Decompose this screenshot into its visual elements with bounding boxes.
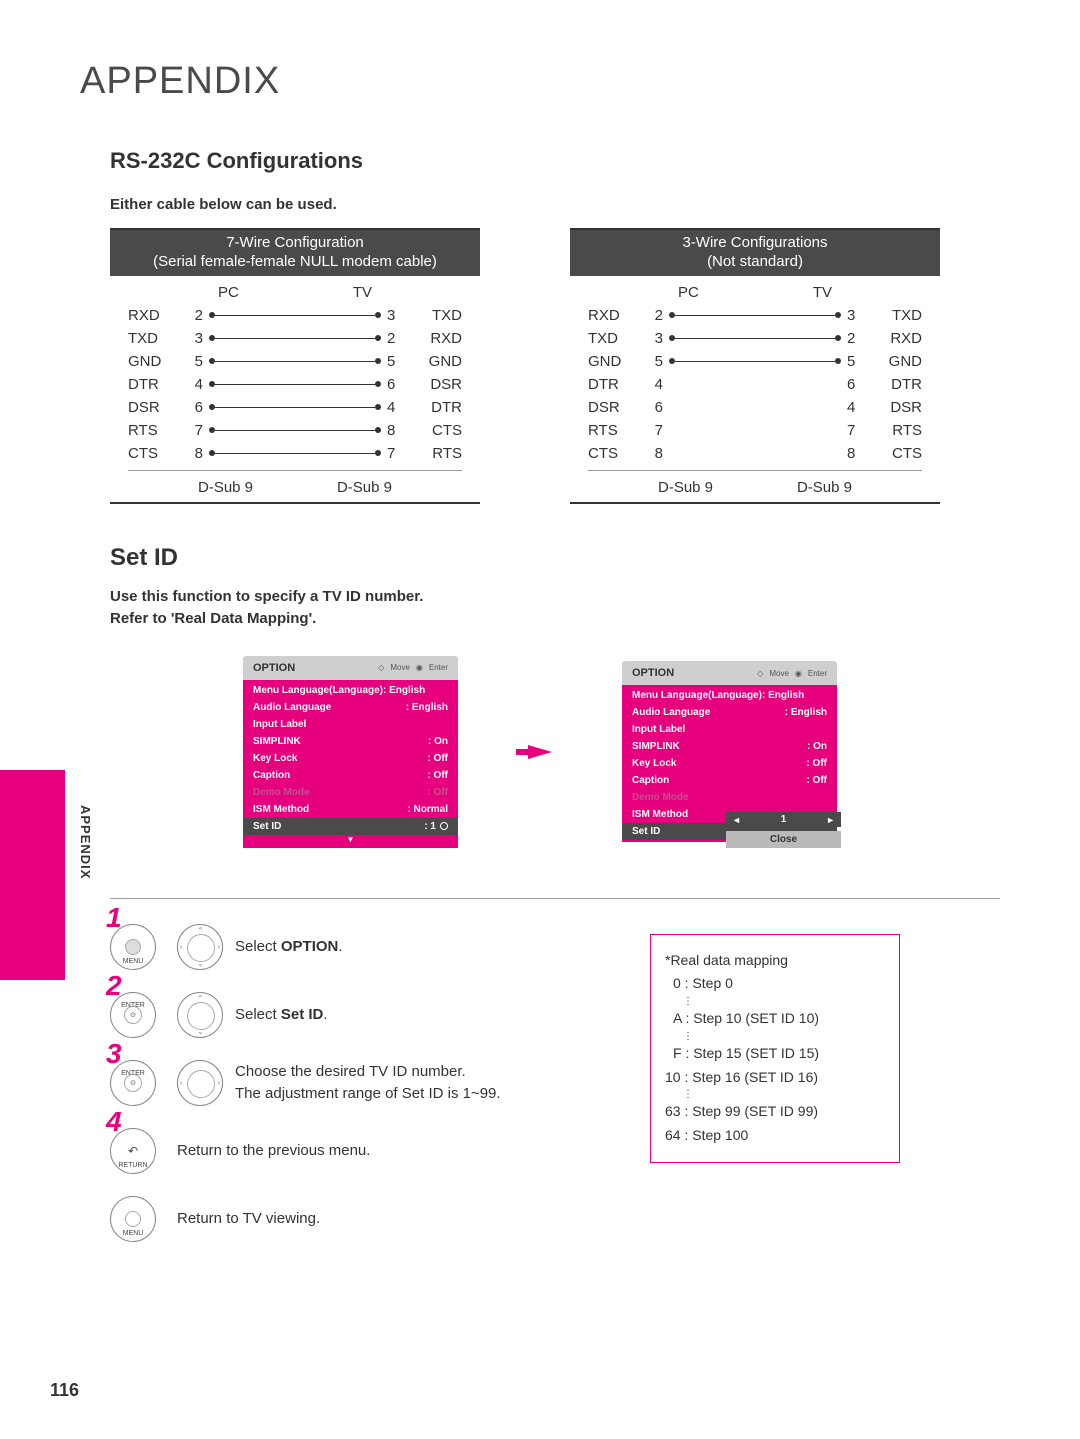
cable-pin-row: DTR46DSR [128, 376, 462, 393]
osd-header-2: OPTION ◇Move ◉Enter [622, 661, 837, 685]
cable-7wire-box: 7-Wire Configuration (Serial female-fema… [110, 228, 480, 504]
page-title: APPENDIX [80, 60, 1000, 103]
enter-button-icon-2: ENTER ⊙ [110, 1060, 156, 1106]
osd-menu-item: Key Lock: Off [243, 750, 458, 767]
rdm-lF: F : Step 15 (SET ID 15) [665, 1042, 885, 1066]
section-setid-notes: Use this function to specify a TV ID num… [110, 586, 1000, 631]
rdm-l10: 10 : Step 16 (SET ID 16) [665, 1066, 885, 1090]
osd-menu-item: Key Lock: Off [622, 755, 837, 772]
osd-enter-label: Enter [429, 663, 448, 672]
cable-pin-row: CTS87RTS [128, 445, 462, 462]
osd-menu-item: SIMPLINK: On [622, 738, 837, 755]
cable-diagrams-row: 7-Wire Configuration (Serial female-fema… [110, 228, 1000, 504]
osd-move-label: Move [390, 663, 410, 672]
setid-spinner: ◄ 1 ► Close [726, 812, 841, 848]
dpad-vertical-icon: ⌃⌄ [177, 992, 223, 1038]
step-3-text: Choose the desired TV ID number. The adj… [235, 1061, 501, 1105]
step-5-text: Return to TV viewing. [177, 1208, 320, 1230]
cable-3wire-col-pc: PC [678, 284, 699, 301]
osd-menu-item: Menu Language(Language): English [622, 687, 837, 704]
osd-menu-item: Menu Language(Language): English [243, 682, 458, 699]
osd-menu-item: Set ID: 1 [243, 818, 458, 835]
cable-pin-row: DTR46DTR [588, 376, 922, 393]
osd-menu-item: Input Label [243, 716, 458, 733]
cable-pin-row: RXD23TXD [128, 307, 462, 324]
cable-3wire-header: 3-Wire Configurations (Not standard) [570, 230, 940, 276]
cable-pin-row: GND55GND [588, 353, 922, 370]
cable-pin-row: GND55GND [128, 353, 462, 370]
section-rs232c-title: RS-232C Configurations [110, 148, 1000, 174]
osd-title-1: OPTION [253, 662, 295, 674]
dpad-4way-icon: ⌃⌄‹› [177, 924, 223, 970]
rdm-l0: 0 : Step 0 [665, 972, 885, 996]
side-tab-label: APPENDIX [78, 805, 93, 879]
side-color-tab [0, 770, 65, 980]
osd-panel-2: OPTION ◇Move ◉Enter Menu Language(Langua… [622, 661, 837, 842]
spinner-right-icon: ► [826, 815, 835, 825]
cable-7wire-header-l1: 7-Wire Configuration [110, 234, 480, 253]
cable-7wire-header-l2: (Serial female-female NULL modem cable) [110, 253, 480, 272]
osd-menu-item: Demo Mode [622, 789, 837, 806]
cable-pin-row: CTS88CTS [588, 445, 922, 462]
cable-3wire-footer-r: D-Sub 9 [797, 479, 852, 496]
return-button-icon: ↶ RETURN [110, 1128, 156, 1174]
osd-panel-1: OPTION ◇Move ◉Enter Menu Language(Langua… [243, 656, 458, 848]
section-divider [110, 898, 1000, 899]
cable-7wire-header: 7-Wire Configuration (Serial female-fema… [110, 230, 480, 276]
cable-pin-row: DSR64DTR [128, 399, 462, 416]
cable-7wire-col-tv: TV [353, 284, 372, 301]
cable-3wire-header-l1: 3-Wire Configurations [570, 234, 940, 253]
cable-pin-row: RXD23TXD [588, 307, 922, 324]
osd-menu-item: Input Label [622, 721, 837, 738]
rs232c-note: Either cable below can be used. [110, 196, 1000, 213]
cable-pin-row: TXD32RXD [128, 330, 462, 347]
osd-panels-row: OPTION ◇Move ◉Enter Menu Language(Langua… [80, 656, 1000, 848]
cable-pin-row: RTS78CTS [128, 422, 462, 439]
cable-pin-row: RTS77RTS [588, 422, 922, 439]
dpad-horizontal-icon: ‹› [177, 1060, 223, 1106]
cable-pin-row: TXD32RXD [588, 330, 922, 347]
cable-pin-row: DSR64DSR [588, 399, 922, 416]
step-1-text: Select OPTION. [235, 936, 343, 958]
cable-3wire-box: 3-Wire Configurations (Not standard) PC … [570, 228, 940, 504]
osd-title-2: OPTION [632, 667, 674, 679]
step-2-text: Select Set ID. [235, 1004, 328, 1026]
rdm-title: *Real data mapping [665, 949, 885, 973]
transition-arrow-icon [528, 745, 552, 759]
step-5: MENU Return to TV viewing. [110, 1196, 1000, 1242]
step-4-text: Return to the previous menu. [177, 1140, 370, 1162]
setid-note-1: Use this function to specify a TV ID num… [110, 586, 1000, 609]
cable-7wire-col-pc: PC [218, 284, 239, 301]
osd-menu-item: SIMPLINK: On [243, 733, 458, 750]
rdm-l63: 63 : Step 99 (SET ID 99) [665, 1100, 885, 1124]
spinner-value: 1 [781, 814, 787, 825]
cable-7wire-footer-l: D-Sub 9 [198, 479, 253, 496]
rdm-lA: A : Step 10 (SET ID 10) [665, 1007, 885, 1031]
cable-7wire-footer-r: D-Sub 9 [337, 479, 392, 496]
spinner-close-button: Close [726, 831, 841, 848]
real-data-mapping-box: *Real data mapping 0 : Step 0 ⋮ A : Step… [650, 934, 900, 1164]
osd-menu-item: Demo Mode: Off [243, 784, 458, 801]
osd-header-1: OPTION ◇Move ◉Enter [243, 656, 458, 680]
section-setid-title: Set ID [110, 544, 1000, 572]
osd-menu-item: ISM Method: Normal [243, 801, 458, 818]
menu-button-icon: MENU [110, 924, 156, 970]
cable-3wire-footer-l: D-Sub 9 [658, 479, 713, 496]
rdm-l64: 64 : Step 100 [665, 1124, 885, 1148]
osd-menu-item: Caption: Off [243, 767, 458, 784]
osd-menu-item: Caption: Off [622, 772, 837, 789]
page-number: 116 [50, 1380, 79, 1401]
menu-button-icon-2: MENU [110, 1196, 156, 1242]
spinner-left-icon: ◄ [732, 815, 741, 825]
cable-3wire-header-l2: (Not standard) [570, 253, 940, 272]
setid-note-2: Refer to 'Real Data Mapping'. [110, 608, 1000, 631]
steps-area: 1 MENU ⌃⌄‹› Select OPTION. 2 ENTER ⊙ [110, 924, 1000, 1242]
osd-menu-item: Audio Language: English [243, 699, 458, 716]
osd-menu-item: Audio Language: English [622, 704, 837, 721]
cable-3wire-col-tv: TV [813, 284, 832, 301]
enter-button-icon: ENTER ⊙ [110, 992, 156, 1038]
